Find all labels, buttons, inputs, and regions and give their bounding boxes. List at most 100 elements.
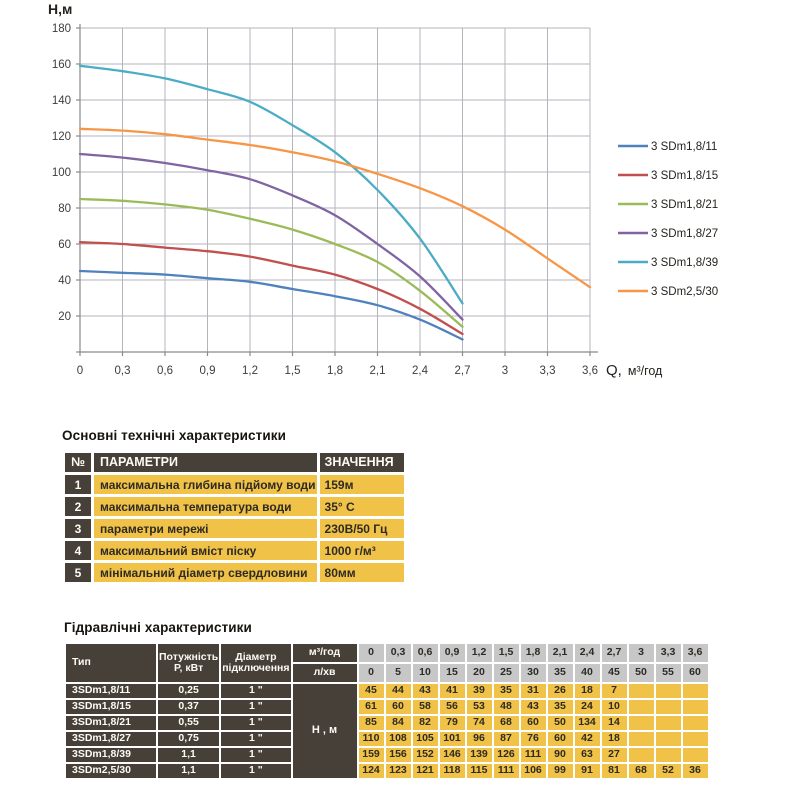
y-tick-label: 60 [58, 239, 71, 251]
flow-hr-value: 0 [358, 644, 384, 662]
col-number-header: № [65, 453, 91, 472]
pump-power: 1,1 [158, 748, 220, 762]
col-type-header: Тип [66, 644, 156, 682]
pump-type: 3SDm2,5/30 [66, 764, 156, 778]
head-value: 60 [385, 700, 411, 714]
head-value: 90 [547, 748, 573, 762]
head-value: 99 [547, 764, 573, 778]
flow-min-value: 5 [385, 664, 411, 682]
legend-label: 3 SDm1,8/15 [651, 170, 718, 182]
curve-3-SDm1-8-27 [78, 152, 464, 321]
head-value: 152 [412, 748, 438, 762]
x-tick-label: 0,9 [200, 365, 216, 377]
x-tick-label: 2,7 [455, 365, 471, 377]
head-value: 87 [493, 732, 519, 746]
head-value: 106 [520, 764, 546, 778]
hydraulic-row: 3SDm2,5/30 1,1 1 " 124 123 121 118 115 111 106 99 9… [66, 764, 708, 778]
head-value: 124 [358, 764, 384, 778]
col-flow-min-header: л/хв [292, 664, 357, 682]
head-value: 45 [358, 684, 384, 698]
spec-number: 1 [65, 475, 91, 494]
x-tick-label: 2,1 [370, 365, 386, 377]
head-value: 39 [466, 684, 492, 698]
head-value [682, 716, 708, 730]
pump-diameter: 1 " [221, 748, 291, 762]
head-value: 121 [412, 764, 438, 778]
head-value [628, 700, 654, 714]
flow-min-value: 0 [358, 664, 384, 682]
col-power-header: Потужність Р, кВт [158, 644, 220, 682]
y-tick-label: 140 [52, 95, 71, 107]
pump-performance-chart: 20 40 60 80 100 120 140 160 180 0 0,3 0,6 0,9 1,2 1,5 1… [48, 1, 718, 379]
spec-parameter: максимальна температура води [94, 497, 317, 516]
head-value: 74 [466, 716, 492, 730]
tech-specs-title: Основні технічні характеристики [62, 428, 286, 443]
x-tick-label: 1,2 [242, 365, 258, 377]
head-value: 108 [385, 732, 411, 746]
legend-item: 3 SDm1,8/21 [618, 199, 718, 211]
head-value [628, 732, 654, 746]
flow-min-value: 15 [439, 664, 465, 682]
flow-hr-value: 3 [628, 644, 654, 662]
head-value: 61 [358, 700, 384, 714]
flow-min-value: 40 [574, 664, 600, 682]
head-value: 84 [385, 716, 411, 730]
head-value: 56 [439, 700, 465, 714]
hydraulic-row: 3SDm1,8/21 0,55 1 " 85 84 82 79 74 68 60 50 134 14 [66, 716, 708, 730]
legend-item: 3 SDm1,8/15 [618, 170, 718, 182]
head-value [628, 684, 654, 698]
head-value: 35 [493, 684, 519, 698]
head-value: 24 [574, 700, 600, 714]
legend-label: 3 SDm1,8/11 [651, 141, 717, 153]
spec-row: 5 мінімальний діаметр свердловини 80мм [65, 563, 404, 582]
head-value: 7 [601, 684, 627, 698]
head-value: 36 [682, 764, 708, 778]
x-tick-label: 3,3 [540, 365, 556, 377]
flow-hr-value: 1,8 [520, 644, 546, 662]
hydraulic-row: 3SDm1,8/27 0,75 1 " 110 108 105 101 96 87 76 60 42 1… [66, 732, 708, 746]
x-tick-label: 2,4 [412, 365, 429, 377]
curve-3-SDm1-8-15 [78, 241, 464, 336]
head-value: 156 [385, 748, 411, 762]
hydraulic-title: Гідравлічні характеристики [64, 620, 252, 635]
flow-hr-value: 0,3 [385, 644, 411, 662]
head-value: 63 [574, 748, 600, 762]
pump-type: 3SDm1,8/39 [66, 748, 156, 762]
head-value: 60 [520, 716, 546, 730]
flow-hr-value: 0,6 [412, 644, 438, 662]
flow-min-value: 10 [412, 664, 438, 682]
head-value: 118 [439, 764, 465, 778]
y-tick-label: 20 [58, 311, 71, 323]
curve-3-SDm1-8-39 [78, 64, 464, 305]
tech-specs-table: № ПАРАМЕТРИ ЗНАЧЕННЯ 1 максимальна глибин… [62, 450, 407, 585]
head-value: 68 [493, 716, 519, 730]
hydraulic-table: Тип Потужність Р, кВт Діаметр підключенн… [64, 642, 710, 780]
head-value: 31 [520, 684, 546, 698]
x-tick-label: 0,3 [115, 365, 131, 377]
pump-type: 3SDm1,8/27 [66, 732, 156, 746]
flow-hr-value: 2,1 [547, 644, 573, 662]
flow-hr-value: 3,3 [655, 644, 681, 662]
head-value [628, 716, 654, 730]
flow-min-value: 55 [655, 664, 681, 682]
y-axis-title: Н,м [48, 1, 72, 17]
head-value: 101 [439, 732, 465, 746]
head-value: 91 [574, 764, 600, 778]
spec-parameter: мінімальний діаметр свердловини [94, 563, 317, 582]
pump-power: 0,55 [158, 716, 220, 730]
flow-hr-value: 2,4 [574, 644, 600, 662]
spec-number: 4 [65, 541, 91, 560]
flow-hr-value: 1,5 [493, 644, 519, 662]
pump-power: 0,75 [158, 732, 220, 746]
col-flow-hr-header: м³/год [292, 644, 357, 662]
legend-label: 3 SDm1,8/21 [651, 199, 718, 211]
x-tick-label: 1,5 [285, 365, 301, 377]
flow-hr-value: 3,6 [682, 644, 708, 662]
flow-min-value: 45 [601, 664, 627, 682]
gridlines [80, 27, 591, 352]
hydraulic-header-row-flow-hr: Тип Потужність Р, кВт Діаметр підключенн… [66, 644, 708, 682]
head-value [682, 700, 708, 714]
head-value [655, 748, 681, 762]
spec-value: 159м [319, 475, 404, 494]
head-value: 134 [574, 716, 600, 730]
